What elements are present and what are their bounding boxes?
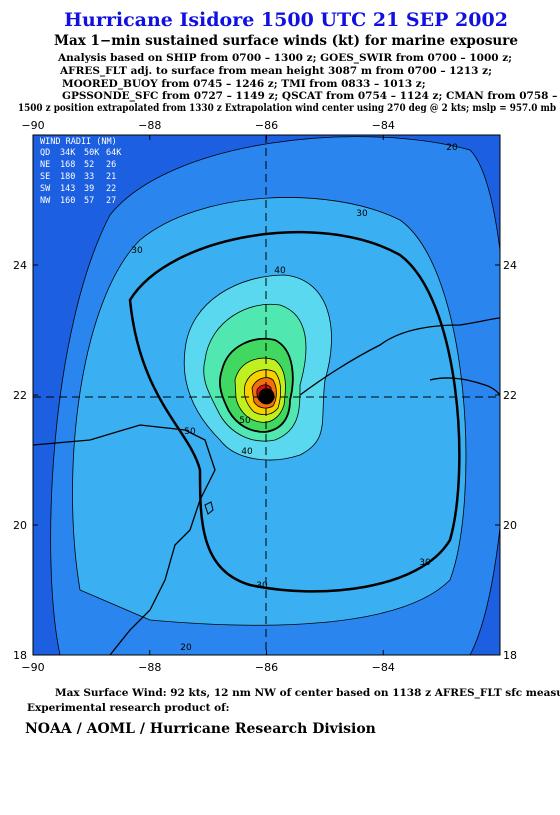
agency: NOAA / AOML / Hurricane Research Divisio… [25,721,376,737]
contour-label: 20 [446,143,458,153]
subtitle: Max 1−min sustained surface winds (kt) f… [54,33,518,49]
x-tick-label: −88 [138,661,161,674]
contour-label: 50 [239,416,251,426]
max-wind: Max Surface Wind: 92 kts, 12 nm NW of ce… [55,687,560,700]
x-tick-label: −86 [255,661,278,674]
radii-cell: 168 [60,160,75,170]
contour-label: 20 [180,643,192,653]
x-tick-label: −86 [255,119,278,132]
analysis-line: Analysis based on SHIP from 0700 – 1300 … [57,52,512,65]
x-tick-label: −84 [372,661,395,674]
radii-cell: NE [40,160,50,170]
overlay: −90 −90 −88 −88 −86 −86 −84 −84 18 18 20 20 22 22 24 24… [13,119,517,674]
radii-cell: SW [40,184,51,194]
contour-label: 30 [419,558,431,568]
contour-label: 30 [356,209,368,219]
x-tick-label: −88 [138,119,161,132]
radii-cell: 22 [106,184,116,194]
y-tick-label: 18 [503,649,517,662]
analysis-line: GPSSONDE_SFC from 0727 – 1149 z; QSCAT f… [62,90,560,103]
radii-header: 34K [60,148,76,158]
x-tick-label: −84 [372,119,395,132]
radii-cell: NW [40,196,51,206]
product: Experimental research product of: [27,702,230,714]
radii-title: WIND RADII (NM) [40,137,117,147]
contour-label: 40 [274,266,286,276]
radii-cell: 21 [106,172,116,182]
y-tick-label: 20 [503,519,517,532]
contour-label: 30 [256,581,268,591]
radii-cell: 26 [106,160,116,170]
radii-cell: 57 [84,196,94,206]
radii-header: 64K [106,148,122,158]
y-tick-label: 22 [503,389,517,402]
storm-center [258,388,275,405]
contour-label: 50 [184,427,196,437]
position-note: 1500 z position extrapolated from 1330 z… [18,102,556,114]
radii-cell: 33 [84,172,94,182]
radii-cell: 52 [84,160,94,170]
x-tick-label: −90 [21,119,44,132]
y-tick-label: 20 [13,519,27,532]
contour-label: 40 [241,447,253,457]
analysis-line: MOORED_BUOY from 0745 – 1246 z; TMI from… [62,78,426,91]
radii-header: 50K [84,148,100,158]
y-tick-label: 24 [13,259,27,272]
radii-cell: 39 [84,184,94,194]
x-tick-label: −90 [21,661,44,674]
title: Hurricane Isidore 1500 UTC 21 SEP 2002 [64,9,508,31]
radii-cell: SE [40,172,50,182]
y-tick-label: 22 [13,389,27,402]
y-tick-label: 18 [13,649,27,662]
radii-header: QD [40,148,50,158]
radii-cell: 27 [106,196,116,206]
wind-field [33,135,500,655]
contour-label: 30 [131,246,143,256]
analysis-line: AFRES_FLT adj. to surface from mean heig… [59,65,492,78]
radii-cell: 143 [60,184,75,194]
y-tick-label: 24 [503,259,517,272]
radii-cell: 180 [60,172,75,182]
radii-cell: 160 [60,196,75,206]
